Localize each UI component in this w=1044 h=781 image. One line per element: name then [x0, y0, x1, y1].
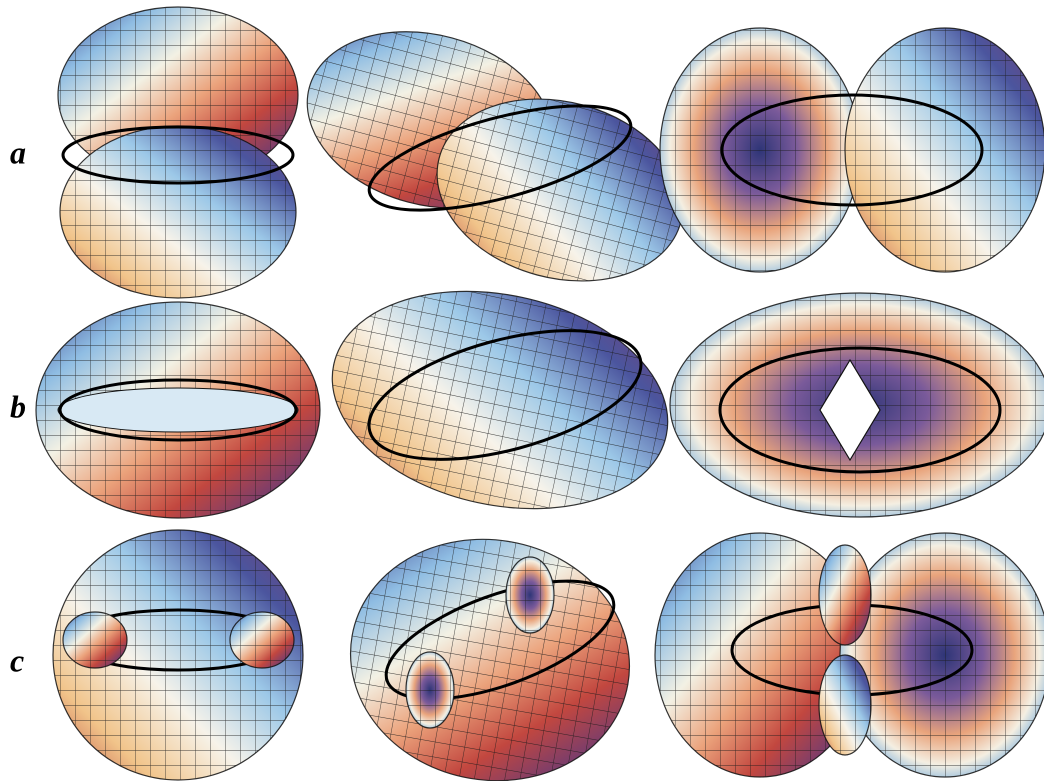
row-label: b: [10, 388, 26, 424]
surface-mesh: [660, 28, 860, 272]
surface-mesh: [312, 262, 688, 538]
surface-mesh: [230, 612, 294, 668]
figure: a b c: [0, 0, 1044, 781]
row-label: a: [10, 134, 26, 170]
surface-mesh: [506, 557, 554, 633]
surface: [58, 388, 298, 432]
surface-mesh: [819, 545, 871, 645]
surface-mesh: [819, 655, 871, 755]
surface-mesh: [845, 28, 1044, 272]
page: {"rows": [{"label": "a"}, {"label": "b"}…: [0, 0, 1044, 781]
surface-mesh: [840, 533, 1044, 777]
surface-mesh: [60, 126, 296, 298]
row-label: c: [10, 642, 24, 678]
surface-mesh: [331, 518, 648, 781]
surface-mesh: [63, 612, 127, 668]
surface-mesh: [406, 652, 454, 728]
